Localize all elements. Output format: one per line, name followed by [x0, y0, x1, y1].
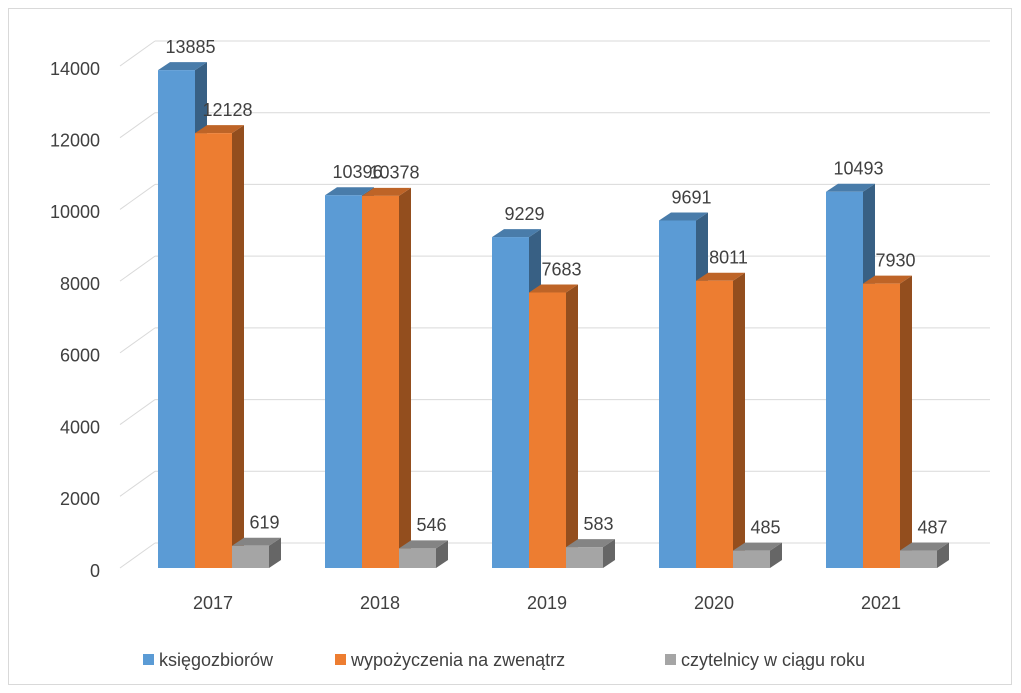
- data-label: 10396: [332, 162, 382, 182]
- x-tick-label: 2019: [527, 593, 567, 613]
- legend-swatch: [143, 654, 154, 665]
- data-label: 9691: [671, 187, 711, 207]
- legend-swatch: [665, 654, 676, 665]
- bar-face: [362, 187, 411, 196]
- data-label: 619: [249, 513, 279, 533]
- bar-face: [195, 125, 244, 134]
- bar-face: [733, 550, 770, 568]
- grid-line: [119, 327, 156, 354]
- grid-line: [119, 40, 156, 67]
- bar-face: [659, 212, 708, 221]
- bar-face: [659, 220, 696, 568]
- bar-face: [399, 540, 448, 549]
- bar: [232, 537, 281, 568]
- y-tick-label: 6000: [60, 346, 100, 366]
- bar-face: [566, 547, 603, 568]
- x-tick-label: 2017: [193, 593, 233, 613]
- bar-face: [900, 275, 912, 568]
- bar-face: [603, 539, 615, 568]
- x-tick-label: 2020: [694, 593, 734, 613]
- y-tick-label: 14000: [50, 59, 100, 79]
- bar-face: [232, 545, 269, 568]
- grid-line: [119, 184, 156, 210]
- bar-face: [826, 191, 863, 568]
- data-label: 485: [750, 517, 780, 537]
- data-label: 10378: [369, 163, 419, 183]
- y-tick-label: 4000: [60, 417, 100, 437]
- legend-swatch: [335, 654, 346, 665]
- data-label: 487: [917, 517, 947, 537]
- data-label: 7930: [875, 250, 915, 270]
- bar-face: [863, 283, 900, 568]
- bar-face: [362, 195, 399, 568]
- bar: [900, 542, 949, 568]
- bar-face: [863, 275, 912, 284]
- bar-face: [399, 548, 436, 568]
- bar-face: [269, 537, 281, 568]
- y-tick-label: 12000: [50, 130, 100, 150]
- bar-face: [492, 229, 541, 238]
- bar-face: [158, 62, 207, 71]
- bar-face: [900, 542, 949, 551]
- bar-face: [937, 542, 949, 568]
- bar-face: [158, 70, 195, 569]
- x-tick-label: 2021: [861, 593, 901, 613]
- grid-line: [119, 112, 156, 139]
- bar-face: [195, 133, 232, 568]
- legend-label: księgozbiorów: [159, 650, 274, 670]
- data-label: 13885: [165, 37, 215, 57]
- bar-face: [566, 539, 615, 548]
- grid-line: [119, 399, 156, 425]
- bar-face: [770, 542, 782, 568]
- grid-line: [119, 542, 156, 569]
- legend-label: wypożyczenia na zwenątrz: [350, 650, 565, 670]
- data-label: 9229: [504, 204, 544, 224]
- data-label: 546: [416, 515, 446, 535]
- bar: [733, 542, 782, 568]
- bar-face: [733, 542, 782, 551]
- data-label: 7683: [541, 259, 581, 279]
- bar-face: [232, 125, 244, 568]
- bar-face: [566, 284, 578, 568]
- grid-line: [119, 470, 156, 497]
- legend-label: czytelnicy w ciągu roku: [681, 650, 865, 670]
- bar-face: [232, 537, 281, 546]
- bar-face: [696, 272, 745, 281]
- bar: [399, 540, 448, 568]
- bar-face: [399, 187, 411, 568]
- bar-face: [325, 195, 362, 569]
- y-tick-label: 2000: [60, 489, 100, 509]
- bar-face: [492, 237, 529, 568]
- bar: [696, 272, 745, 568]
- bar: [362, 187, 411, 568]
- bar: [566, 539, 615, 568]
- data-label: 8011: [709, 247, 748, 267]
- grid-line: [119, 255, 156, 282]
- bar-face: [900, 550, 937, 568]
- bar-face: [826, 183, 875, 192]
- data-label: 10493: [833, 159, 883, 179]
- y-tick-label: 8000: [60, 274, 100, 294]
- bar: [195, 125, 244, 568]
- bar-face: [696, 280, 733, 568]
- bar-face: [529, 284, 578, 293]
- bar: [529, 284, 578, 568]
- bar: [863, 275, 912, 568]
- bar-face: [733, 272, 745, 568]
- bar-face: [436, 540, 448, 568]
- y-tick-label: 10000: [50, 202, 100, 222]
- y-tick-label: 0: [90, 561, 100, 581]
- bar-face: [325, 187, 374, 196]
- bar-face: [529, 292, 566, 568]
- x-tick-label: 2018: [360, 593, 400, 613]
- data-label: 12128: [202, 100, 252, 120]
- data-label: 583: [583, 514, 613, 534]
